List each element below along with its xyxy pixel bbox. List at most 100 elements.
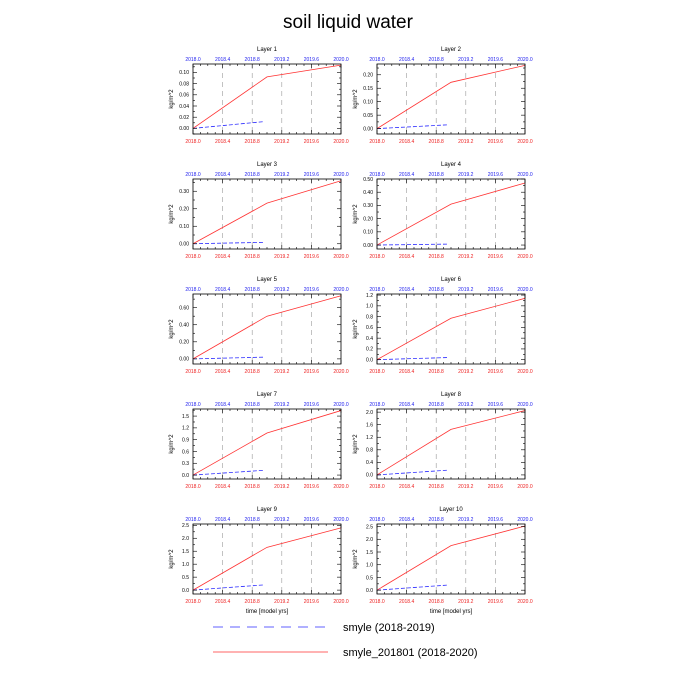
panel-9-xtick-label: 2018.8 (245, 599, 261, 605)
panel-8-top-xtick-label: 2020.0 (517, 402, 533, 408)
panel-4-xtick-label: 2018.4 (399, 254, 415, 260)
panel-8-title: Layer 8 (441, 392, 462, 398)
panel-3-ytick-label: 0.00 (179, 242, 189, 248)
panel-10-ytick-label: 2.0 (366, 537, 373, 543)
panel-5-top-xtick-label: 2018.8 (245, 287, 261, 293)
panel-3-top-xtick-label: 2019.2 (274, 172, 290, 178)
panel-3-xtick-label: 2018.8 (245, 254, 261, 260)
panel-2-series-smyle-201801 (376, 64, 526, 129)
panel-7-top-xtick-label: 2018.4 (215, 402, 231, 408)
panel-10-series-smyle-201801 (376, 525, 526, 591)
panel-2-ytick-label: 0.20 (363, 73, 373, 79)
panel-3-ytick-label: 0.30 (179, 189, 189, 195)
legend: smyle (2018-2019) smyle_201801 (2018-202… (213, 622, 478, 659)
panel-6-ytick-label: 0.6 (366, 325, 373, 331)
panels-group: 2018.0 2018.4 2018.8 2019.2 2019.6 2020.0 2018… (169, 47, 533, 615)
panel-1-ytick-label: 0.10 (179, 70, 189, 76)
panel-9-xtick-label: 2019.2 (274, 599, 290, 605)
panel-9-xtick-label: 2020.0 (333, 599, 349, 605)
panel-4: 2018.0 2018.4 2018.8 2019.2 2019.6 2020.0 2018… (353, 162, 533, 260)
panel-2-xtick-label: 2018.0 (369, 139, 385, 145)
panel-5-ylabel: kg/m^2 (169, 319, 175, 339)
panel-4-title: Layer 4 (441, 162, 462, 168)
panel-1: 2018.0 2018.4 2018.8 2019.2 2019.6 2020.0 2018… (169, 47, 349, 145)
panel-6-xtick-label: 2020.0 (517, 369, 533, 375)
panel-3-top-xtick-label: 2018.0 (185, 172, 201, 178)
panel-9-top-xtick-label: 2018.4 (215, 517, 231, 523)
panel-2-top-xtick-label: 2019.6 (488, 57, 504, 63)
panel-4-xtick-label: 2020.0 (517, 254, 533, 260)
panel-1-xtick-label: 2018.0 (185, 139, 201, 145)
panel-10-top-xtick-label: 2018.8 (429, 517, 445, 523)
panel-5-xtick-label: 2019.2 (274, 369, 290, 375)
panel-3: 2018.0 2018.4 2018.8 2019.2 2019.6 2020.0 2018… (169, 162, 349, 260)
panel-2-ylabel: kg/m^2 (353, 89, 359, 109)
panel-1-xtick-label: 2019.6 (304, 139, 320, 145)
panel-4-ytick-label: 0.00 (363, 243, 373, 249)
panel-6-series-smyle (376, 357, 448, 361)
panel-5: 2018.0 2018.4 2018.8 2019.2 2019.6 2020.0 2018… (169, 277, 349, 375)
panel-8-top-xtick-label: 2018.0 (369, 402, 385, 408)
panel-7: 2018.0 2018.4 2018.8 2019.2 2019.6 2020.0 2018… (169, 392, 349, 490)
panel-6-title: Layer 6 (441, 277, 462, 283)
panel-5-ytick-label: 0.60 (179, 305, 189, 311)
panel-1-frame (192, 63, 342, 135)
panel-9-ytick-label: 0.0 (182, 588, 189, 594)
panel-9-series-smyle (192, 584, 264, 591)
panel-6-xtick-label: 2018.8 (429, 369, 445, 375)
legend-label-smyle-201801: smyle_201801 (2018-2020) (343, 647, 478, 659)
panel-8-xtick-label: 2019.6 (488, 484, 504, 490)
panel-9-ylabel: kg/m^2 (169, 549, 175, 569)
panel-6-series-smyle-201801 (376, 297, 526, 361)
panel-4-xtick-label: 2018.0 (369, 254, 385, 260)
panel-4-ytick-label: 0.20 (363, 216, 373, 222)
panel-7-top-xtick-label: 2020.0 (333, 402, 349, 408)
panel-5-xtick-label: 2019.6 (304, 369, 320, 375)
panel-2-top-xtick-label: 2018.0 (369, 57, 385, 63)
panel-9-ytick-label: 2.5 (182, 523, 189, 529)
panel-9-ytick-label: 0.5 (182, 575, 189, 581)
panel-6-top-xtick-label: 2018.4 (399, 287, 415, 293)
panel-5-top-xtick-label: 2019.6 (304, 287, 320, 293)
panel-2-xtick-label: 2018.8 (429, 139, 445, 145)
panel-1-ytick-label: 0.06 (179, 93, 189, 99)
panel-5-xtick-label: 2018.8 (245, 369, 261, 375)
panel-2-top-xtick-label: 2018.8 (429, 57, 445, 63)
panel-4-top-xtick-label: 2018.0 (369, 172, 385, 178)
panel-6-top-xtick-label: 2018.8 (429, 287, 445, 293)
panel-6-ytick-label: 1.0 (366, 304, 373, 310)
panel-3-title: Layer 3 (257, 162, 278, 168)
panel-9-xtick-label: 2018.4 (215, 599, 231, 605)
panel-10-ytick-label: 0.0 (366, 588, 373, 594)
panel-1-top-xtick-label: 2019.2 (274, 57, 290, 63)
panel-9-ytick-label: 2.0 (182, 536, 189, 542)
panel-9-top-xtick-label: 2019.2 (274, 517, 290, 523)
panel-7-xtick-label: 2018.0 (185, 484, 201, 490)
panel-10-ytick-label: 1.5 (366, 550, 373, 556)
panel-8-series-smyle-201801 (376, 410, 526, 476)
panel-7-ylabel: kg/m^2 (169, 434, 175, 454)
panel-1-xtick-label: 2018.4 (215, 139, 231, 145)
panel-1-ytick-label: 0.00 (179, 126, 189, 132)
panel-9-top-xtick-label: 2018.8 (245, 517, 261, 523)
panel-6-xtick-label: 2018.0 (369, 369, 385, 375)
panel-2-xtick-label: 2018.4 (399, 139, 415, 145)
panel-1-xtick-label: 2018.8 (245, 139, 261, 145)
panel-8-ytick-label: 0.8 (366, 448, 373, 454)
panel-2-frame (376, 63, 526, 135)
panel-3-xtick-label: 2019.6 (304, 254, 320, 260)
panel-7-ytick-label: 0.0 (182, 473, 189, 479)
panel-5-top-xtick-label: 2018.4 (215, 287, 231, 293)
panel-6-top-xtick-label: 2020.0 (517, 287, 533, 293)
panel-10-xtick-label: 2018.8 (429, 599, 445, 605)
panel-6-top-xtick-label: 2018.0 (369, 287, 385, 293)
panel-1-series-smyle (192, 121, 264, 129)
panel-3-ylabel: kg/m^2 (169, 204, 175, 224)
panel-10-ytick-label: 0.5 (366, 575, 373, 581)
panel-1-xtick-label: 2019.2 (274, 139, 290, 145)
panel-2: 2018.0 2018.4 2018.8 2019.2 2019.6 2020.0 2018… (353, 47, 533, 145)
panel-1-xtick-label: 2020.0 (333, 139, 349, 145)
panel-5-top-xtick-label: 2019.2 (274, 287, 290, 293)
panel-2-ytick-label: 0.00 (363, 126, 373, 132)
panel-8-xtick-label: 2018.8 (429, 484, 445, 490)
